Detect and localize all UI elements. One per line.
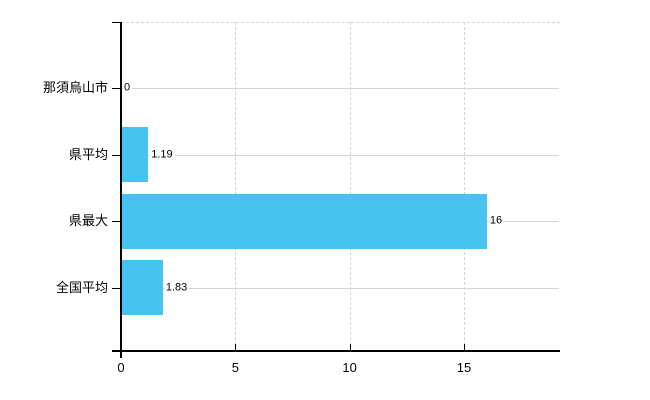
row-gridline bbox=[121, 287, 559, 289]
row-gridline bbox=[121, 154, 559, 156]
bar bbox=[121, 193, 487, 249]
bar-value-label: 1.83 bbox=[164, 281, 190, 294]
bar-value-label: 0 bbox=[123, 81, 133, 95]
x-axis-tick bbox=[463, 344, 465, 350]
y-axis-tick bbox=[112, 88, 120, 89]
y-axis-tick bbox=[112, 287, 120, 289]
x-tick-label: 0 bbox=[117, 360, 125, 375]
category-label: 全国平均 bbox=[55, 279, 108, 295]
bar bbox=[121, 260, 163, 315]
vertical-gridline bbox=[235, 22, 237, 350]
x-axis-line bbox=[112, 350, 560, 352]
category-label: 県平均 bbox=[68, 146, 108, 162]
vertical-gridline bbox=[349, 22, 351, 350]
y-axis-line bbox=[120, 22, 122, 358]
vertical-gridline bbox=[463, 22, 465, 350]
category-label: 那須烏山市 bbox=[42, 80, 108, 95]
category-label: 県最大 bbox=[68, 213, 108, 228]
row-gridline bbox=[121, 88, 559, 89]
y-axis-top-tick bbox=[112, 22, 120, 23]
y-axis-tick bbox=[112, 154, 120, 156]
bar-value-label: 1.19 bbox=[150, 148, 175, 161]
y-axis-tick bbox=[112, 221, 120, 222]
x-tick-label: 10 bbox=[342, 360, 357, 375]
x-axis-tick bbox=[235, 344, 237, 350]
plot-top-border bbox=[121, 22, 560, 23]
bar-value-label: 16 bbox=[488, 214, 505, 228]
x-tick-label: 5 bbox=[231, 360, 239, 375]
bar bbox=[121, 127, 149, 182]
x-axis-tick bbox=[349, 344, 351, 350]
x-tick-label: 15 bbox=[456, 360, 472, 375]
